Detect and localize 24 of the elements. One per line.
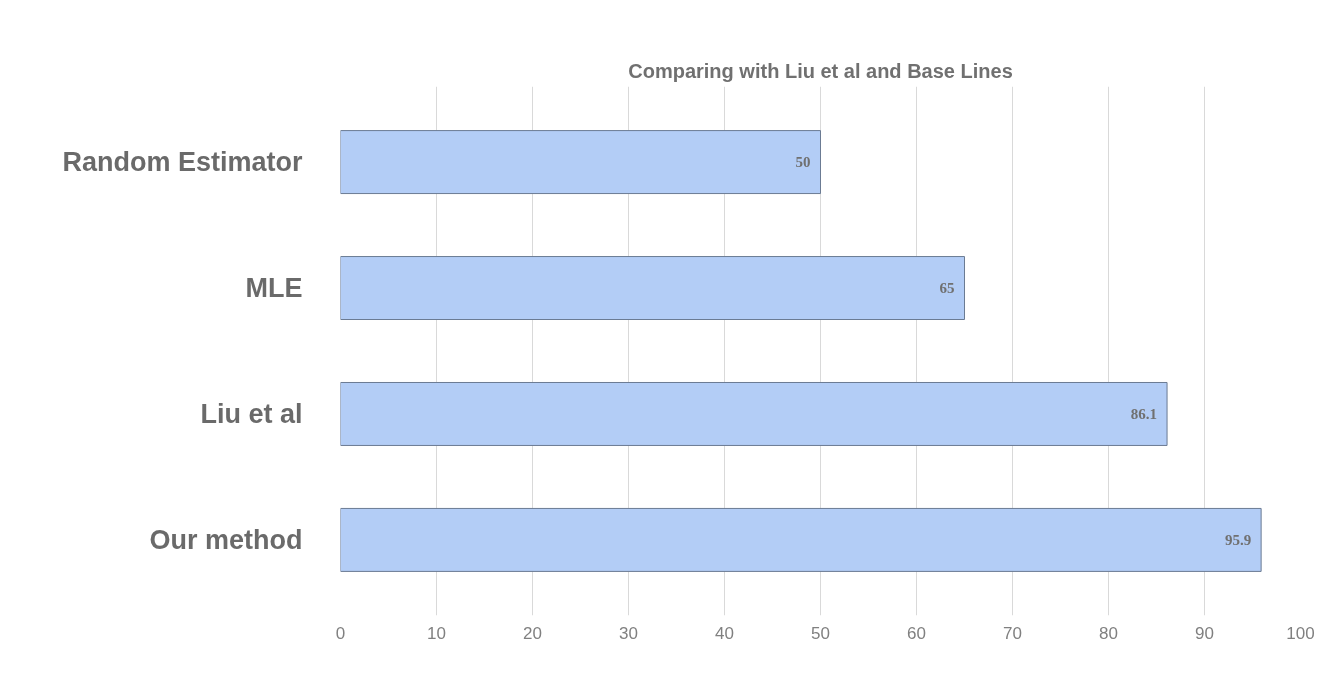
data-label: 65 xyxy=(939,280,955,297)
x-tick-label: 60 xyxy=(907,623,926,643)
y-tick-label: Random Estimator xyxy=(62,147,303,178)
data-label: 50 xyxy=(795,154,811,171)
x-tick-label: 30 xyxy=(619,623,638,643)
bar xyxy=(340,507,1262,572)
x-tick-label: 70 xyxy=(1003,623,1022,643)
bar xyxy=(340,130,821,195)
data-label: 95.9 xyxy=(1224,531,1252,548)
x-tick-label: 100 xyxy=(1286,623,1315,643)
y-tick-label: MLE xyxy=(245,273,303,304)
data-label: 86.1 xyxy=(1130,405,1158,422)
x-tick-label: 10 xyxy=(427,623,446,643)
x-tick-label: 0 xyxy=(335,623,346,643)
y-tick-label: Our method xyxy=(149,524,303,555)
bar xyxy=(340,256,965,321)
x-tick-label: 50 xyxy=(811,623,830,643)
x-tick-label: 40 xyxy=(715,623,734,643)
y-tick-label: Liu et al xyxy=(200,398,303,429)
bar xyxy=(340,381,1168,446)
chart-title: Comparing with Liu et al and Base Lines xyxy=(628,59,1013,82)
x-tick-label: 80 xyxy=(1099,623,1118,643)
x-tick-label: 90 xyxy=(1195,623,1214,643)
x-tick-label: 20 xyxy=(523,623,542,643)
